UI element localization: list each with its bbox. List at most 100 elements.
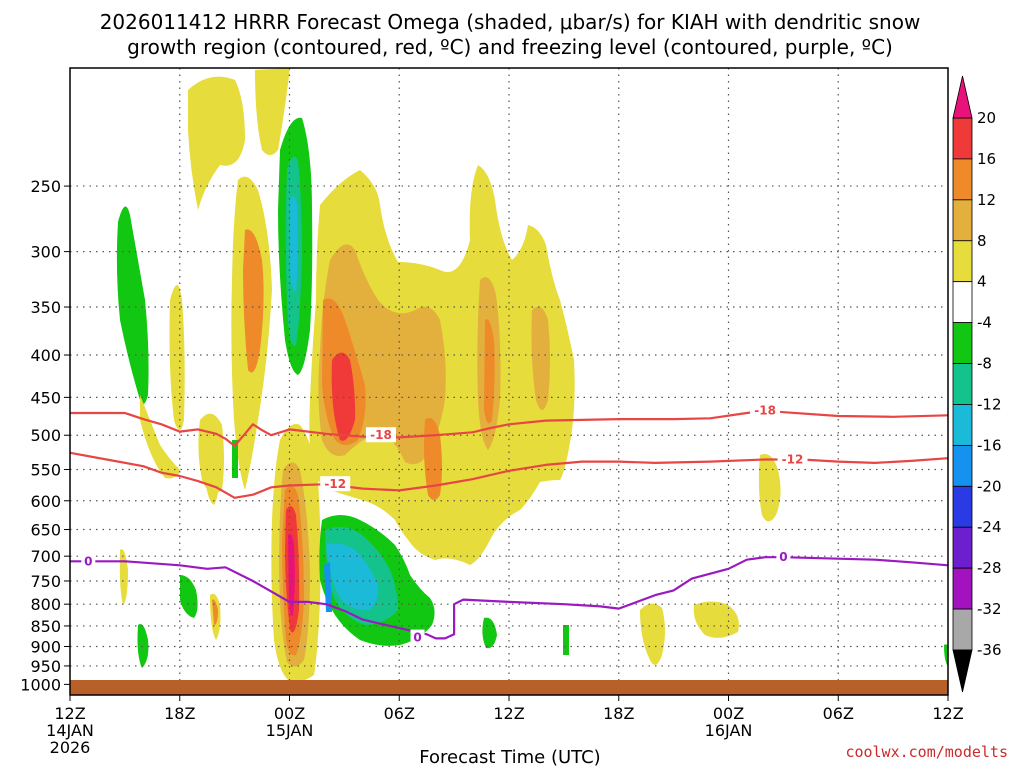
y-tick-label: 350 <box>30 298 61 317</box>
omega-neg-region <box>324 562 332 612</box>
omega-shading <box>116 68 948 682</box>
contour-label: -18 <box>754 404 776 418</box>
colorbar-bin <box>952 526 973 569</box>
terrain-strip <box>70 680 948 695</box>
contour-label: -12 <box>324 477 346 491</box>
x-tick-year-label: 2026 <box>50 738 91 757</box>
y-tick-label: 500 <box>30 426 61 445</box>
omega-neg-region <box>944 644 948 667</box>
omega-neg-region <box>232 440 238 478</box>
contour-label-bg <box>320 476 351 492</box>
omega-pos-region <box>243 229 264 373</box>
omega-pos-region <box>119 549 128 605</box>
contour-label-bg <box>776 549 791 565</box>
y-tick-label: 400 <box>30 346 61 365</box>
colorbar-max-arrow <box>952 75 973 119</box>
y-tick-label: 900 <box>30 638 61 657</box>
colorbar-bin <box>952 158 973 201</box>
omega-pos-region <box>758 454 781 522</box>
colorbar-label: -28 <box>977 559 1002 577</box>
contour-label: 0 <box>413 631 421 645</box>
colorbar-label: -20 <box>977 477 1002 495</box>
minus18-isotherm <box>70 409 948 447</box>
colorbar-label: -32 <box>977 600 1002 618</box>
omega-neg-region <box>290 196 298 291</box>
omega-pos-region <box>188 76 245 211</box>
x-tick-label: 06Z <box>823 704 854 723</box>
x-tick-label: 12Z <box>54 704 85 723</box>
contour-label: 0 <box>84 554 92 568</box>
x-tick-date-label: 14JAN <box>46 721 94 740</box>
omega-neg-region <box>563 625 569 655</box>
y-tick-label: 950 <box>30 657 61 676</box>
colorbar-min-arrow <box>952 649 973 693</box>
colorbar-bin <box>952 322 973 364</box>
x-tick-label: 00Z <box>274 704 305 723</box>
colorbar-bin <box>952 567 973 610</box>
x-tick-date-label: 15JAN <box>266 721 314 740</box>
omega-pos-region <box>255 68 290 155</box>
x-tick-label: 12Z <box>493 704 524 723</box>
colorbar-bin <box>952 240 973 283</box>
y-tick-label: 550 <box>30 460 61 479</box>
chart-title-line-2: growth region (contoured, red, ºC) and f… <box>127 35 893 59</box>
y-tick-label: 650 <box>30 521 61 540</box>
colorbar-label: -8 <box>977 355 992 373</box>
colorbar-label: -12 <box>977 395 1002 413</box>
colorbar-bin <box>952 117 973 160</box>
colorbar-label: -36 <box>977 641 1002 659</box>
colorbar-bin <box>952 281 973 324</box>
colorbar-label: -24 <box>977 518 1002 536</box>
omega-neg-region <box>326 543 379 611</box>
y-tick-label: 450 <box>30 388 61 407</box>
x-tick-date-label: 16JAN <box>705 721 753 740</box>
colorbar-label: 20 <box>977 109 996 127</box>
omega-pos-region <box>640 603 665 665</box>
omega-pos-region <box>169 285 185 430</box>
y-tick-label: 600 <box>30 492 61 511</box>
freezing-level <box>70 556 948 640</box>
x-tick-label: 06Z <box>384 704 415 723</box>
omega-neg-region <box>180 575 198 618</box>
colorbar-label: 4 <box>977 273 987 291</box>
contour-label-bg <box>410 629 425 645</box>
contour-label-bg <box>777 451 808 467</box>
omega-pos-region <box>331 352 356 441</box>
omega-pos-region <box>140 395 180 479</box>
colorbar-label: 12 <box>977 191 996 209</box>
y-tick-label: 750 <box>30 572 61 591</box>
colorbar-bin <box>952 444 973 487</box>
omega-pos-region <box>693 601 739 638</box>
colorbar-bin <box>952 363 973 405</box>
contour-label: -12 <box>782 453 804 467</box>
omega-pos-region <box>531 306 550 410</box>
x-tick-label: 18Z <box>164 704 195 723</box>
colorbar-bin <box>952 608 973 651</box>
x-tick-label: 12Z <box>932 704 963 723</box>
omega-pos-region <box>484 319 495 424</box>
colorbar-label: -16 <box>977 436 1002 454</box>
contour-label-bg <box>365 427 396 443</box>
x-axis-label: Forecast Time (UTC) <box>419 747 600 768</box>
colorbar-bin <box>952 199 973 242</box>
y-tick-label: 300 <box>30 243 61 262</box>
y-tick-label: 1000 <box>20 675 61 694</box>
credit-text: coolwx.com/modelts <box>845 743 1008 761</box>
grid <box>70 68 948 695</box>
contour-label-bg <box>81 553 96 569</box>
y-tick-label: 800 <box>30 595 61 614</box>
contour-label-bg <box>750 402 781 418</box>
omega-pos-region <box>212 599 218 625</box>
omega-neg-region <box>116 206 149 404</box>
omega-pos-region <box>424 417 442 500</box>
contour-label: 0 <box>779 550 787 564</box>
x-tick-label: 00Z <box>713 704 744 723</box>
colorbar-bin <box>952 485 973 528</box>
colorbar: 20 16 12 8 4 -4 -8 -12 -16 -20 -24 -28 -32 -36 <box>952 75 1002 693</box>
colorbar-label: -4 <box>977 314 992 332</box>
contour-lines: -18 -18 -12 -12 0 0 0 <box>70 402 948 645</box>
chart-title-line-1: 2026011412 HRRR Forecast Omega (shaded, … <box>100 10 921 34</box>
y-tick-label: 850 <box>30 617 61 636</box>
colorbar-label: 8 <box>977 232 987 250</box>
